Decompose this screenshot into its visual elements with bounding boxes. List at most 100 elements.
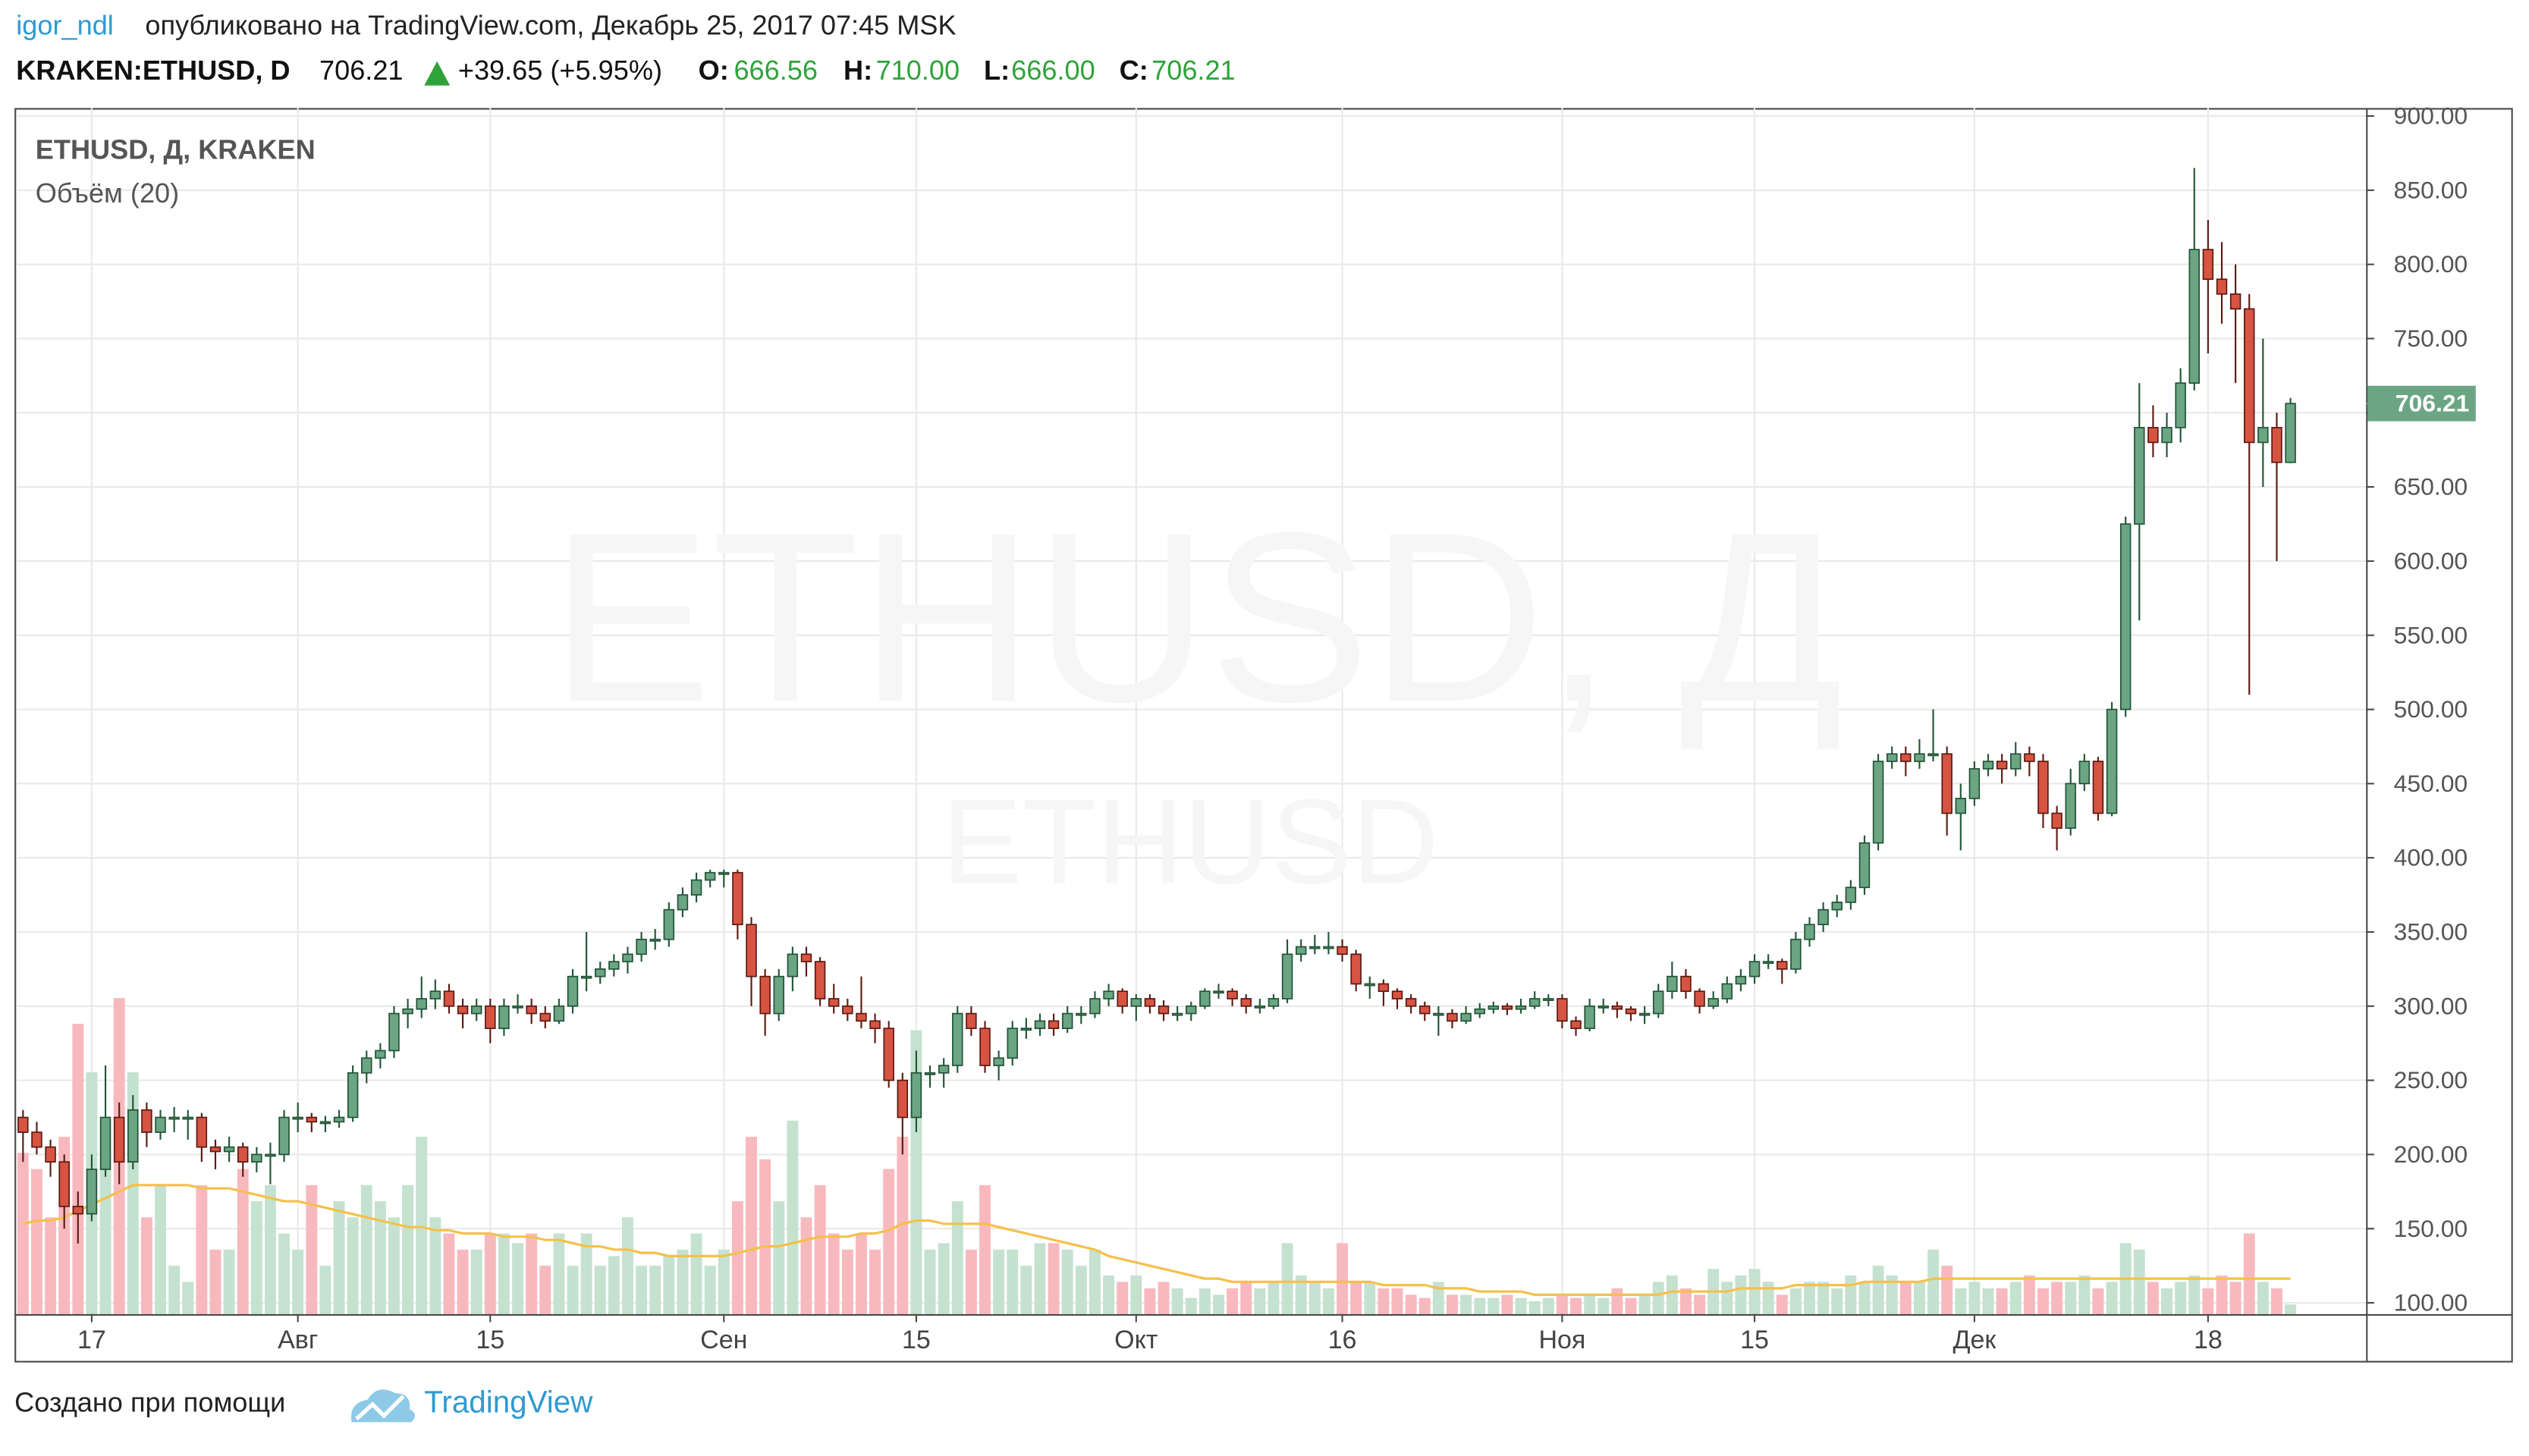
candle-body: [31, 1131, 42, 1148]
volume-bar: [416, 1137, 428, 1314]
candle-body: [993, 1057, 1004, 1066]
volume-bar: [1117, 1282, 1129, 1314]
volume-bar: [1941, 1266, 1953, 1314]
candle-body: [1447, 1012, 1458, 1022]
candle-body: [2285, 403, 2296, 463]
candle-body: [1350, 953, 1362, 985]
candle-body: [1570, 1020, 1582, 1029]
volume-bar: [1638, 1294, 1651, 1314]
candle-body: [1061, 1012, 1073, 1029]
candle-body: [649, 938, 661, 942]
volume-bar: [649, 1266, 661, 1314]
candle-body: [1543, 998, 1554, 1001]
candle-body: [883, 1028, 894, 1081]
volume-bar: [773, 1201, 785, 1314]
volume-bar: [1007, 1249, 1019, 1314]
candle-body: [1667, 975, 1678, 993]
volume-bar: [265, 1185, 276, 1314]
candle-body: [1378, 983, 1390, 993]
volume-bar: [2161, 1288, 2172, 1314]
volume-bar: [347, 1217, 359, 1314]
volume-bar: [567, 1266, 579, 1314]
candle-body: [1076, 1012, 1087, 1016]
candle-body: [251, 1153, 262, 1163]
candle-body: [141, 1109, 152, 1133]
footer-brand[interactable]: TradingView: [424, 1385, 593, 1420]
volume-bar: [1804, 1282, 1815, 1314]
volume-bar: [965, 1249, 977, 1314]
candle-body: [1199, 990, 1211, 1007]
candle-body: [1227, 990, 1238, 999]
candle-body: [1295, 946, 1307, 956]
volume-bar: [1405, 1294, 1417, 1314]
volume-bar: [1254, 1288, 1266, 1314]
volume-bar: [484, 1233, 496, 1314]
y-tick-label: 550.00: [2394, 621, 2468, 648]
author-link[interactable]: igor_ndl: [16, 10, 114, 41]
volume-bar: [1144, 1288, 1156, 1314]
candle-body: [86, 1169, 98, 1215]
x-tick-label: Дек: [1953, 1326, 1996, 1354]
candle-body: [1557, 998, 1568, 1022]
volume-bar: [1666, 1275, 1678, 1314]
candle-body: [155, 1116, 166, 1133]
y-tick-label: 300.00: [2394, 992, 2468, 1019]
candle-body: [1735, 975, 1747, 985]
volume-bar: [759, 1159, 771, 1314]
volume-bar: [622, 1217, 633, 1314]
x-tick-label: Окт: [1114, 1326, 1158, 1354]
chart-frame: [14, 108, 2513, 1363]
volume-bar: [1817, 1282, 1830, 1314]
candle-body: [1680, 975, 1692, 993]
change: +39.65 (+5.95%): [458, 55, 662, 86]
y-tick-label: 350.00: [2394, 918, 2468, 946]
volume-bar: [2188, 1275, 2201, 1314]
candle-body: [1707, 998, 1719, 1007]
volume-bar: [237, 1169, 249, 1314]
volume-bar: [1680, 1288, 1692, 1314]
candle-body: [1831, 901, 1843, 911]
candle-body: [1528, 998, 1541, 1007]
volume-bar: [1886, 1275, 1898, 1314]
volume-bar: [1913, 1282, 1925, 1314]
volume-bar: [72, 1024, 84, 1314]
volume-bar: [1213, 1294, 1224, 1314]
candle-body: [1405, 998, 1417, 1007]
volume-bar: [746, 1137, 757, 1314]
y-tick-label: 800.00: [2394, 250, 2468, 278]
candle-body: [1268, 998, 1280, 1007]
volume-bar: [1418, 1298, 1431, 1314]
volume-bar: [1996, 1288, 2008, 1314]
y-tick-label: 900.00: [2394, 102, 2468, 130]
candle-body: [1171, 1012, 1183, 1016]
candle-body: [1777, 961, 1788, 970]
candle-body: [1391, 990, 1403, 999]
candle-body: [470, 1005, 482, 1015]
y-tick-label: 850.00: [2394, 176, 2468, 203]
candle-body: [237, 1146, 249, 1163]
candle-body: [1955, 798, 1967, 814]
candle-body: [1996, 761, 2008, 770]
volume-bar: [1598, 1298, 1610, 1314]
volume-bar: [677, 1249, 689, 1314]
volume-bar: [2216, 1275, 2228, 1314]
volume-bar: [1488, 1298, 1500, 1314]
candle-body: [800, 953, 812, 962]
candle-body: [966, 1012, 977, 1029]
candle-body: [2119, 523, 2132, 711]
candle-body: [828, 998, 840, 1007]
volume-bar: [1240, 1282, 1252, 1314]
volume-bar: [1075, 1266, 1087, 1314]
watermark-group: ETHUSD, Д ETHUSD: [550, 482, 1843, 909]
volume-bar: [1982, 1288, 1994, 1314]
volume-bar: [1185, 1298, 1197, 1314]
y-tick-label: 750.00: [2394, 325, 2468, 352]
candle-body: [732, 871, 743, 926]
axes: 100.00 150.00 200.00 250.00 300.00 350.00 400.…: [77, 102, 2476, 1354]
volume-bar: [704, 1266, 716, 1314]
candle-body: [45, 1146, 56, 1163]
ohlc-key: O:: [699, 55, 729, 86]
candle-body: [869, 1020, 881, 1029]
volume-bar: [31, 1169, 42, 1314]
symbol: KRAKEN:ETHUSD, D: [16, 55, 290, 86]
